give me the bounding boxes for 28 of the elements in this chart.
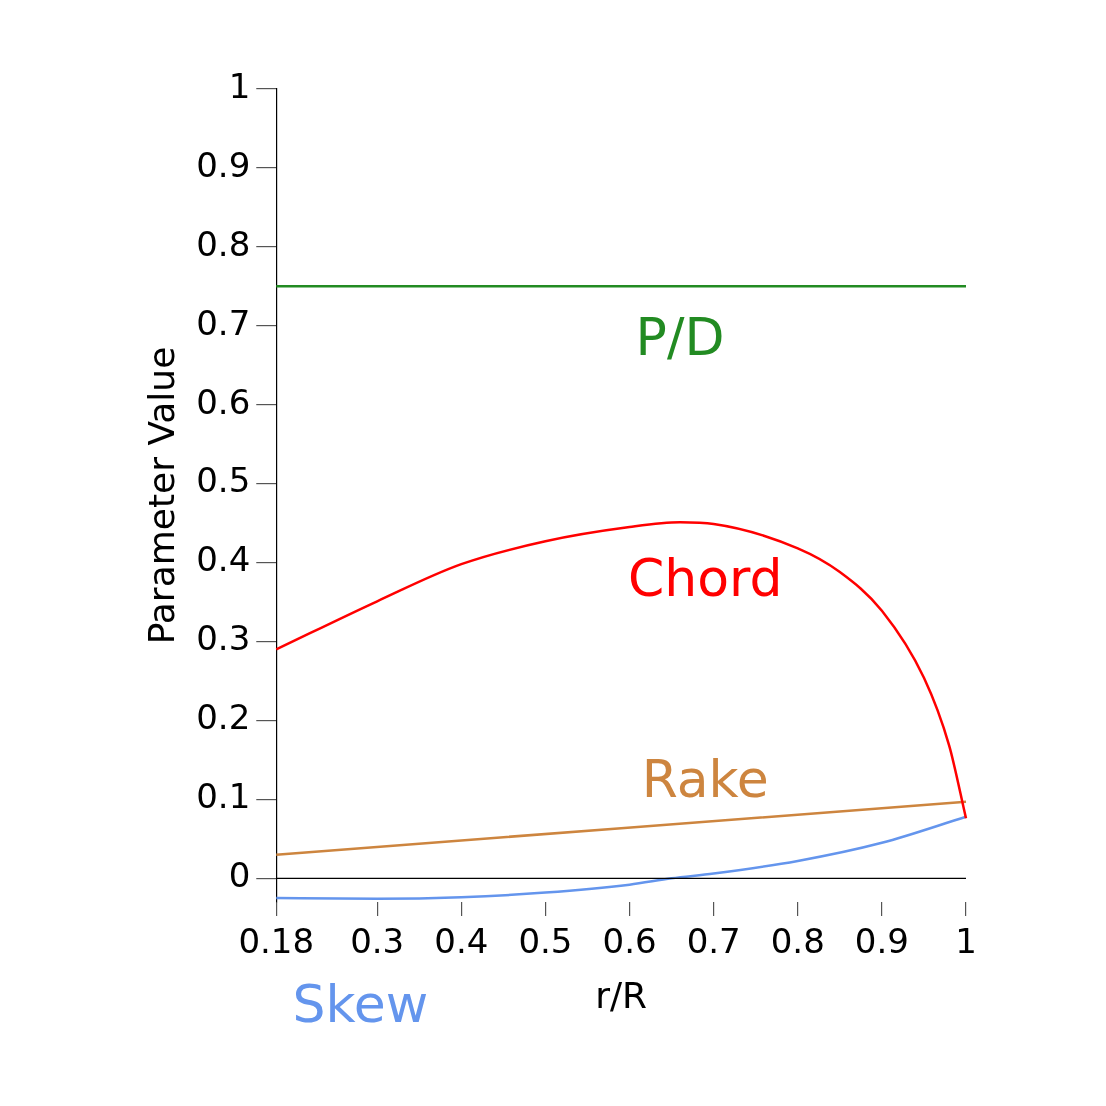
y-tick-label: 1: [228, 65, 251, 106]
x-axis-title: r/R: [595, 974, 648, 1016]
y-tick-label: 0.3: [196, 618, 251, 659]
y-tick-label: 0.4: [196, 539, 251, 580]
x-tick-label: 0.9: [854, 921, 909, 962]
y-tick-label: 0.8: [196, 223, 251, 264]
series-label: Rake: [641, 749, 769, 810]
y-tick-label: 0: [228, 855, 251, 896]
y-tick-label: 0.7: [196, 302, 251, 343]
series-label: Skew: [292, 974, 429, 1035]
series-label: Chord: [627, 547, 783, 608]
series-label: P/D: [635, 307, 725, 368]
line-series: [275, 815, 968, 901]
x-tick-label: 0.5: [518, 921, 573, 962]
y-tick-label: 0.1: [196, 776, 251, 817]
x-tick-label: 0.18: [238, 921, 315, 962]
y-axis-title: Parameter Value: [140, 346, 182, 645]
x-tick-label: 0.8: [770, 921, 825, 962]
x-tick-label: 0.4: [434, 921, 489, 962]
x-tick-label: 0.7: [686, 921, 741, 962]
x-tick-label: 0.6: [602, 921, 657, 962]
y-tick-label: 0.9: [196, 144, 251, 185]
line-series: [275, 521, 968, 820]
y-tick-label: 0.6: [196, 381, 251, 422]
x-tick-label: 1: [955, 921, 977, 962]
y-tick-label: 0.2: [196, 697, 251, 738]
y-tick-label: 0.5: [196, 460, 251, 501]
x-tick-label: 0.3: [350, 921, 405, 962]
